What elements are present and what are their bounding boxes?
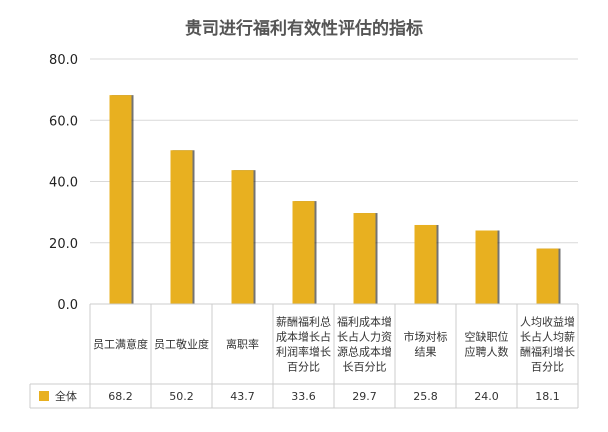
data-label: 18.1 <box>535 390 560 403</box>
x-category-label: 源总成本增 <box>337 345 392 359</box>
data-label: 29.7 <box>352 390 377 403</box>
x-category-label: 利润率增长 <box>276 345 331 359</box>
bar <box>170 150 193 304</box>
bar <box>109 95 132 304</box>
x-category-label: 员工满意度 <box>93 337 148 351</box>
x-category-label: 应聘人数 <box>465 345 509 359</box>
data-label: 43.7 <box>230 390 255 403</box>
legend-label: 全体 <box>55 389 77 403</box>
x-category-label: 酬福利增长 <box>520 345 575 359</box>
data-label: 68.2 <box>108 390 133 403</box>
x-category-label: 人均收益增 <box>520 315 575 329</box>
y-tick-label: 0.0 <box>57 298 78 313</box>
data-label: 24.0 <box>474 390 499 403</box>
x-category-label: 成本增长占 <box>276 330 331 344</box>
data-label: 25.8 <box>413 390 438 403</box>
x-category-label: 长百分比 <box>343 361 387 374</box>
y-tick-label: 40.0 <box>49 176 78 191</box>
bar <box>292 201 315 304</box>
x-category-label: 长占人力资 <box>337 330 392 344</box>
bar <box>231 170 254 304</box>
y-tick-label: 80.0 <box>49 53 78 68</box>
bar <box>536 248 559 304</box>
x-category-label: 市场对标 <box>404 330 448 344</box>
x-category-label: 薪酬福利总 <box>276 315 331 329</box>
x-category-label: 离职率 <box>226 337 259 351</box>
data-label: 33.6 <box>291 390 316 403</box>
x-category-label: 员工敬业度 <box>154 337 209 351</box>
bar <box>414 224 437 304</box>
x-category-label: 百分比 <box>287 361 320 374</box>
x-category-label: 结果 <box>415 346 437 359</box>
legend-swatch <box>39 391 49 401</box>
x-category-label: 空缺职位 <box>465 330 509 344</box>
x-category-label: 福利成本增 <box>337 315 392 329</box>
data-label: 50.2 <box>169 390 194 403</box>
y-tick-label: 60.0 <box>49 114 78 129</box>
chart-title: 贵司进行福利有效性评估的指标 <box>185 18 423 39</box>
x-category-label: 长占人均薪 <box>520 330 575 344</box>
x-category-label: 百分比 <box>531 361 564 374</box>
y-tick-label: 20.0 <box>49 237 78 252</box>
bar <box>475 230 498 304</box>
bar <box>353 213 376 304</box>
